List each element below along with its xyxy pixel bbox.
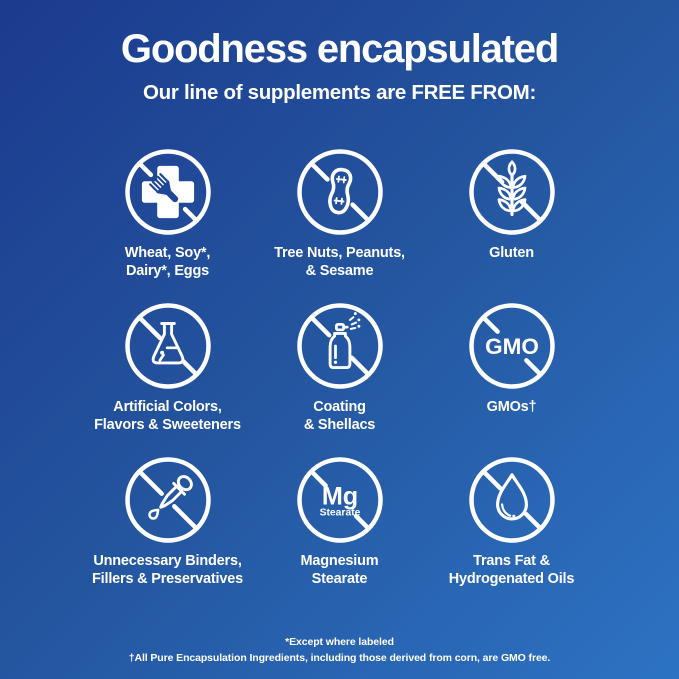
fork-cutout xyxy=(148,173,178,203)
prohibited-circle xyxy=(296,149,383,235)
grid-cell-gluten: Gluten xyxy=(426,147,598,301)
gmo-badge-text: GMO xyxy=(485,334,539,359)
prohibited-circle xyxy=(124,149,211,235)
grid-cell-artificial: Artificial Colors, Flavors & Sweeteners xyxy=(82,301,254,455)
cell-label-line1: Artificial Colors, xyxy=(113,399,222,415)
cell-label-line2: Fillers & Preservatives xyxy=(92,571,243,587)
cell-label-line1: Magnesium xyxy=(300,553,379,569)
grid-cell-binders: Unnecessary Binders, Fillers & Preservat… xyxy=(82,455,254,609)
header: Goodness encapsulated Our line of supple… xyxy=(0,28,679,105)
grid-cell-mg-stearate: Mg Stearate Magnesium Stearate xyxy=(254,455,426,609)
slash xyxy=(137,316,198,376)
cell-label-line2: Dairy*, Eggs xyxy=(125,263,209,279)
slash xyxy=(137,162,198,222)
no-gmo-icon: GMO xyxy=(468,303,555,389)
prohibited-circle xyxy=(296,303,383,389)
cell-label: Artificial Colors, Flavors & Sweeteners xyxy=(94,398,241,434)
grid-cell-trans-fat: Trans Fat & Hydrogenated Oils xyxy=(426,455,598,609)
peanut-glyph xyxy=(327,167,352,215)
no-water-drop-icon xyxy=(468,457,555,543)
cell-label: Coating & Shellacs xyxy=(303,398,376,434)
footnote-gmo-free: †All Pure Encapsulation Ingredients, inc… xyxy=(128,652,551,664)
grid-cell-gmo: GMO GMOs† xyxy=(426,301,598,455)
cell-label: GMOs† xyxy=(487,398,537,416)
cell-label: Magnesium Stearate xyxy=(301,552,379,588)
cell-label-line2: Flavors & Sweeteners xyxy=(94,417,241,433)
grid-cell-nuts: Tree Nuts, Peanuts, & Sesame xyxy=(254,147,426,301)
wheat-glyph xyxy=(497,160,526,217)
no-peanut-icon xyxy=(296,149,383,235)
dropper-glyph xyxy=(147,475,193,520)
slash xyxy=(309,470,370,530)
cell-label: Wheat, Soy*, Dairy*, Eggs xyxy=(124,244,211,280)
cell-label: Trans Fat & Hydrogenated Oils xyxy=(449,552,575,588)
cell-label-line1: GMOs† xyxy=(486,399,537,415)
no-spray-can-icon xyxy=(296,303,383,389)
stearate-badge-text: Stearate xyxy=(319,507,360,518)
free-from-grid: Wheat, Soy*, Dairy*, Eggs Tree Nuts, Pea… xyxy=(82,147,598,609)
page-subtitle: Our line of supplements are FREE FROM: xyxy=(143,81,536,104)
page-title: Goodness encapsulated xyxy=(120,27,559,71)
footnotes: *Except where labeled †All Pure Encapsul… xyxy=(0,634,679,666)
prohibited-circle xyxy=(124,303,211,389)
grid-cell-allergens: Wheat, Soy*, Dairy*, Eggs xyxy=(82,147,254,301)
prohibited-circle xyxy=(296,457,383,543)
cell-label-line2: & Shellacs xyxy=(303,417,376,433)
prohibited-circle xyxy=(124,457,211,543)
no-flask-icon xyxy=(124,303,211,389)
flask-glyph xyxy=(151,322,184,365)
cell-label-line1: Tree Nuts, Peanuts, xyxy=(274,245,405,261)
grid-cell-coating: Coating & Shellacs xyxy=(254,301,426,455)
no-mg-stearate-icon: Mg Stearate xyxy=(296,457,383,543)
prohibited-circle xyxy=(468,303,555,389)
no-allergens-cross-fork-icon xyxy=(124,149,211,235)
slash xyxy=(309,162,370,222)
cell-label: Gluten xyxy=(489,244,534,262)
cell-label-line2: Stearate xyxy=(311,571,368,587)
prohibited-circle xyxy=(468,149,555,235)
prohibited-circle xyxy=(468,457,555,543)
slash xyxy=(481,470,542,530)
no-dropper-icon xyxy=(124,457,211,543)
cell-label: Tree Nuts, Peanuts, & Sesame xyxy=(274,244,405,280)
slash xyxy=(309,316,370,376)
cell-label-line2: & Sesame xyxy=(305,263,374,279)
slash xyxy=(137,470,198,530)
cell-label-line1: Trans Fat & xyxy=(473,553,550,569)
slash xyxy=(481,316,542,376)
drop-glyph xyxy=(495,473,528,521)
footnote-except-labeled: *Except where labeled xyxy=(285,636,394,648)
cell-label: Unnecessary Binders, Fillers & Preservat… xyxy=(92,552,243,588)
cell-label-line1: Wheat, Soy*, xyxy=(124,245,211,261)
mg-badge-text: Mg xyxy=(321,483,357,511)
cell-label-line2: Hydrogenated Oils xyxy=(448,571,575,587)
cell-label-line1: Gluten xyxy=(489,245,534,261)
spray-can-glyph xyxy=(328,312,360,370)
cell-label-line1: Coating xyxy=(313,399,366,415)
no-wheat-icon xyxy=(468,149,555,235)
cell-label-line1: Unnecessary Binders, xyxy=(93,553,242,569)
